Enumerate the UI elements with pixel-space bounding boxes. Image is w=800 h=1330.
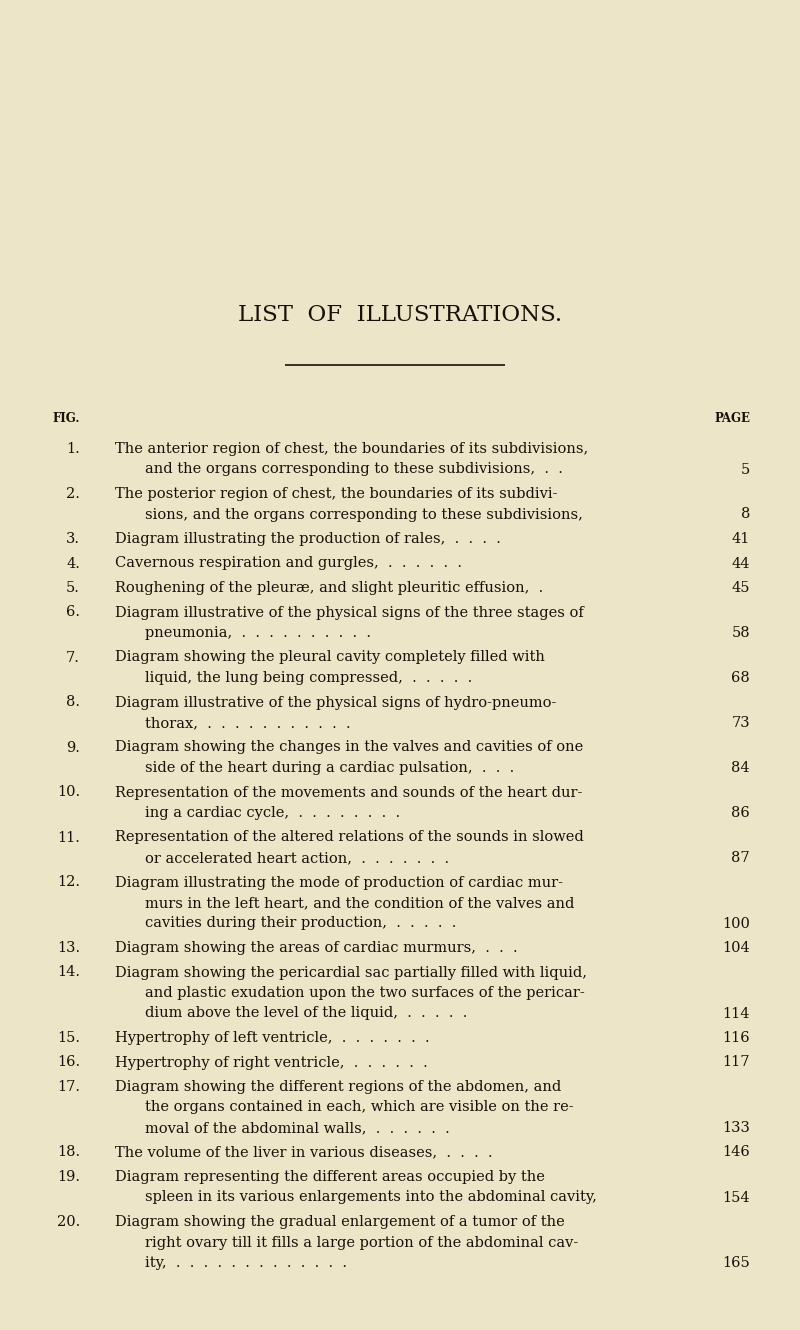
Text: Diagram illustrative of the physical signs of the three stages of: Diagram illustrative of the physical sig…: [115, 605, 584, 620]
Text: Cavernous respiration and gurgles,  .  .  .  .  .  .: Cavernous respiration and gurgles, . . .…: [115, 556, 462, 571]
Text: ity,  .  .  .  .  .  .  .  .  .  .  .  .  .: ity, . . . . . . . . . . . . .: [145, 1256, 347, 1270]
Text: PAGE: PAGE: [714, 411, 750, 424]
Text: Diagram illustrating the mode of production of cardiac mur-: Diagram illustrating the mode of product…: [115, 875, 563, 890]
Text: dium above the level of the liquid,  .  .  .  .  .: dium above the level of the liquid, . . …: [145, 1007, 467, 1020]
Text: side of the heart during a cardiac pulsation,  .  .  .: side of the heart during a cardiac pulsa…: [145, 761, 514, 775]
Text: Diagram showing the areas of cardiac murmurs,  .  .  .: Diagram showing the areas of cardiac mur…: [115, 942, 518, 955]
Text: 146: 146: [722, 1145, 750, 1160]
Text: 44: 44: [731, 556, 750, 571]
Text: 133: 133: [722, 1121, 750, 1134]
Text: The anterior region of chest, the boundaries of its subdivisions,: The anterior region of chest, the bounda…: [115, 442, 588, 456]
Text: 9.: 9.: [66, 741, 80, 754]
Text: Representation of the altered relations of the sounds in slowed: Representation of the altered relations …: [115, 830, 584, 845]
Text: Diagram showing the different regions of the abdomen, and: Diagram showing the different regions of…: [115, 1080, 562, 1095]
Text: 20.: 20.: [57, 1216, 80, 1229]
Text: cavities during their production,  .  .  .  .  .: cavities during their production, . . . …: [145, 916, 456, 931]
Text: 1.: 1.: [66, 442, 80, 456]
Text: 10.: 10.: [57, 786, 80, 799]
Text: murs in the left heart, and the condition of the valves and: murs in the left heart, and the conditio…: [145, 896, 574, 910]
Text: and plastic exudation upon the two surfaces of the pericar-: and plastic exudation upon the two surfa…: [145, 986, 585, 1000]
Text: Diagram illustrating the production of rales,  .  .  .  .: Diagram illustrating the production of r…: [115, 532, 501, 547]
Text: 58: 58: [731, 626, 750, 640]
Text: Diagram representing the different areas occupied by the: Diagram representing the different areas…: [115, 1170, 545, 1184]
Text: pneumonia,  .  .  .  .  .  .  .  .  .  .: pneumonia, . . . . . . . . . .: [145, 626, 371, 640]
Text: Diagram showing the pericardial sac partially filled with liquid,: Diagram showing the pericardial sac part…: [115, 966, 587, 979]
Text: The volume of the liver in various diseases,  .  .  .  .: The volume of the liver in various disea…: [115, 1145, 493, 1160]
Text: liquid, the lung being compressed,  .  .  .  .  .: liquid, the lung being compressed, . . .…: [145, 672, 472, 685]
Text: 104: 104: [722, 942, 750, 955]
Text: 2.: 2.: [66, 487, 80, 501]
Text: ing a cardiac cycle,  .  .  .  .  .  .  .  .: ing a cardiac cycle, . . . . . . . .: [145, 806, 400, 821]
Text: moval of the abdominal walls,  .  .  .  .  .  .: moval of the abdominal walls, . . . . . …: [145, 1121, 450, 1134]
Text: or accelerated heart action,  .  .  .  .  .  .  .: or accelerated heart action, . . . . . .…: [145, 851, 449, 864]
Text: and the organs corresponding to these subdivisions,  .  .: and the organs corresponding to these su…: [145, 463, 563, 476]
Text: 165: 165: [722, 1256, 750, 1270]
Text: 84: 84: [731, 761, 750, 775]
Text: Diagram showing the changes in the valves and cavities of one: Diagram showing the changes in the valve…: [115, 741, 583, 754]
Text: Diagram illustrative of the physical signs of hydro-pneumo-: Diagram illustrative of the physical sig…: [115, 696, 556, 709]
Text: 86: 86: [731, 806, 750, 821]
Text: 8.: 8.: [66, 696, 80, 709]
Text: 11.: 11.: [57, 830, 80, 845]
Text: right ovary till it fills a large portion of the abdominal cav-: right ovary till it fills a large portio…: [145, 1236, 578, 1249]
Text: 6.: 6.: [66, 605, 80, 620]
Text: 154: 154: [722, 1190, 750, 1205]
Text: sions, and the organs corresponding to these subdivisions,: sions, and the organs corresponding to t…: [145, 508, 583, 521]
Text: 114: 114: [722, 1007, 750, 1020]
Text: spleen in its various enlargements into the abdominal cavity,: spleen in its various enlargements into …: [145, 1190, 597, 1205]
Text: The posterior region of chest, the boundaries of its subdivi-: The posterior region of chest, the bound…: [115, 487, 558, 501]
Text: 100: 100: [722, 916, 750, 931]
Text: 73: 73: [731, 716, 750, 730]
Text: 117: 117: [722, 1056, 750, 1069]
Text: 3.: 3.: [66, 532, 80, 547]
Text: FIG.: FIG.: [52, 411, 79, 424]
Text: 17.: 17.: [57, 1080, 80, 1095]
Text: 16.: 16.: [57, 1056, 80, 1069]
Text: 41: 41: [732, 532, 750, 547]
Text: 15.: 15.: [57, 1031, 80, 1045]
Text: Hypertrophy of left ventricle,  .  .  .  .  .  .  .: Hypertrophy of left ventricle, . . . . .…: [115, 1031, 430, 1045]
Text: 5.: 5.: [66, 581, 80, 595]
Text: LIST  OF  ILLUSTRATIONS.: LIST OF ILLUSTRATIONS.: [238, 305, 562, 326]
Text: 7.: 7.: [66, 650, 80, 665]
Text: 14.: 14.: [57, 966, 80, 979]
Text: Diagram showing the pleural cavity completely filled with: Diagram showing the pleural cavity compl…: [115, 650, 545, 665]
Text: the organs contained in each, which are visible on the re-: the organs contained in each, which are …: [145, 1100, 574, 1115]
Text: 18.: 18.: [57, 1145, 80, 1160]
Text: 19.: 19.: [57, 1170, 80, 1184]
Text: thorax,  .  .  .  .  .  .  .  .  .  .  .: thorax, . . . . . . . . . . .: [145, 716, 350, 730]
Text: 45: 45: [731, 581, 750, 595]
Text: 5: 5: [741, 463, 750, 476]
Text: Roughening of the pleuræ, and slight pleuritic effusion,  .: Roughening of the pleuræ, and slight ple…: [115, 581, 543, 595]
Text: Hypertrophy of right ventricle,  .  .  .  .  .  .: Hypertrophy of right ventricle, . . . . …: [115, 1056, 428, 1069]
Text: 87: 87: [731, 851, 750, 864]
Text: Diagram showing the gradual enlargement of a tumor of the: Diagram showing the gradual enlargement …: [115, 1216, 565, 1229]
Text: Representation of the movements and sounds of the heart dur-: Representation of the movements and soun…: [115, 786, 582, 799]
Text: 116: 116: [722, 1031, 750, 1045]
Text: 4.: 4.: [66, 556, 80, 571]
Text: 13.: 13.: [57, 942, 80, 955]
Text: 12.: 12.: [57, 875, 80, 890]
Text: 8: 8: [741, 508, 750, 521]
Text: 68: 68: [731, 672, 750, 685]
